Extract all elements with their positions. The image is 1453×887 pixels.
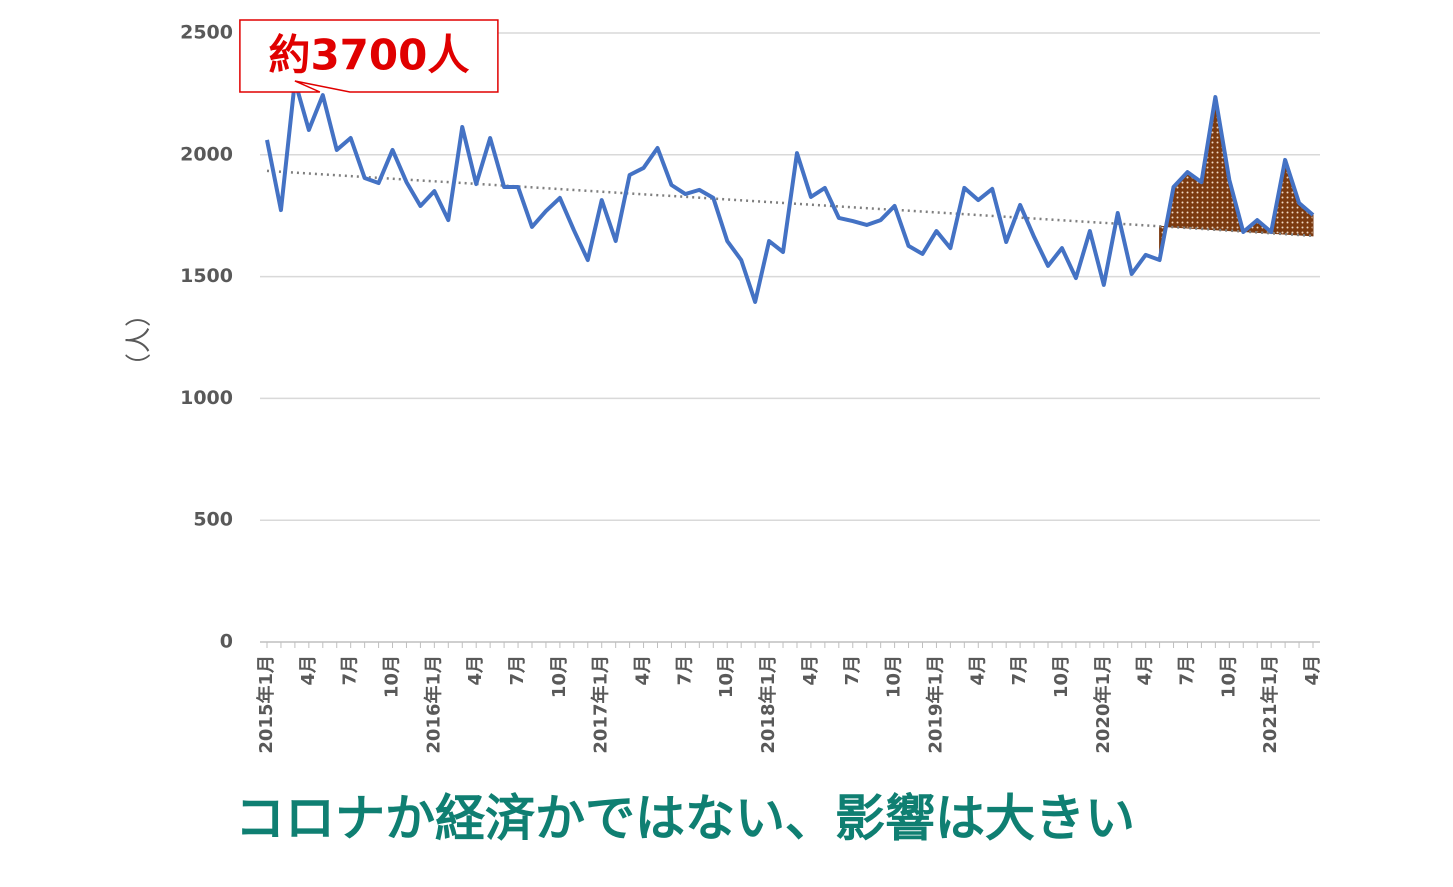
annotation: 約3700人	[268, 31, 469, 80]
x-tick-label: 7月	[674, 655, 695, 686]
x-tick-label: 2015年1月	[255, 655, 277, 754]
y-tick-label: 2000	[180, 143, 233, 165]
x-tick-label: 2016年1月	[422, 655, 444, 754]
x-tick-label: 10月	[884, 655, 905, 698]
x-tick-label: 7月	[1176, 655, 1197, 686]
x-tick-label: 4月	[465, 655, 486, 686]
x-tick-label: 10月	[716, 655, 737, 698]
callout-box	[239, 19, 499, 93]
x-tick-label: 4月	[800, 655, 821, 686]
x-tick-label: 2021年1月	[1259, 655, 1281, 754]
x-tick-label: 7月	[340, 655, 361, 686]
x-tick-label: 4月	[1135, 655, 1156, 686]
x-tick-label: 4月	[967, 655, 988, 686]
y-axis-label: （人）	[125, 301, 155, 379]
data-line	[265, 78, 1315, 304]
x-tick-label: 10月	[382, 655, 403, 698]
x-tick-label: 7月	[507, 655, 528, 686]
x-tick-label: 7月	[1009, 655, 1030, 686]
caption: コロナか経済かではない、影響は大きい	[235, 790, 1135, 848]
x-tick-label: 2017年1月	[590, 655, 612, 754]
x-tick-label: 4月	[298, 655, 319, 686]
x-tick-label: 10月	[1051, 655, 1072, 698]
y-tick-label: 500	[193, 509, 233, 531]
x-tick-label: 10月	[549, 655, 570, 698]
x-tick-label: 2020年1月	[1092, 655, 1114, 754]
y-tick-label: 1000	[180, 387, 233, 409]
x-tick-label: 10月	[1218, 655, 1239, 698]
x-tick-label: 2019年1月	[924, 655, 946, 754]
x-tick-label: 2018年1月	[757, 655, 779, 754]
x-tick-label: 4月	[633, 655, 654, 686]
x-tick-label: 7月	[842, 655, 863, 686]
y-tick-label: 2500	[180, 22, 233, 44]
y-tick-label: 0	[220, 631, 233, 653]
x-tick-label: 4月	[1302, 655, 1323, 686]
trendline	[266, 169, 1314, 238]
y-tick-label: 1500	[180, 265, 233, 287]
